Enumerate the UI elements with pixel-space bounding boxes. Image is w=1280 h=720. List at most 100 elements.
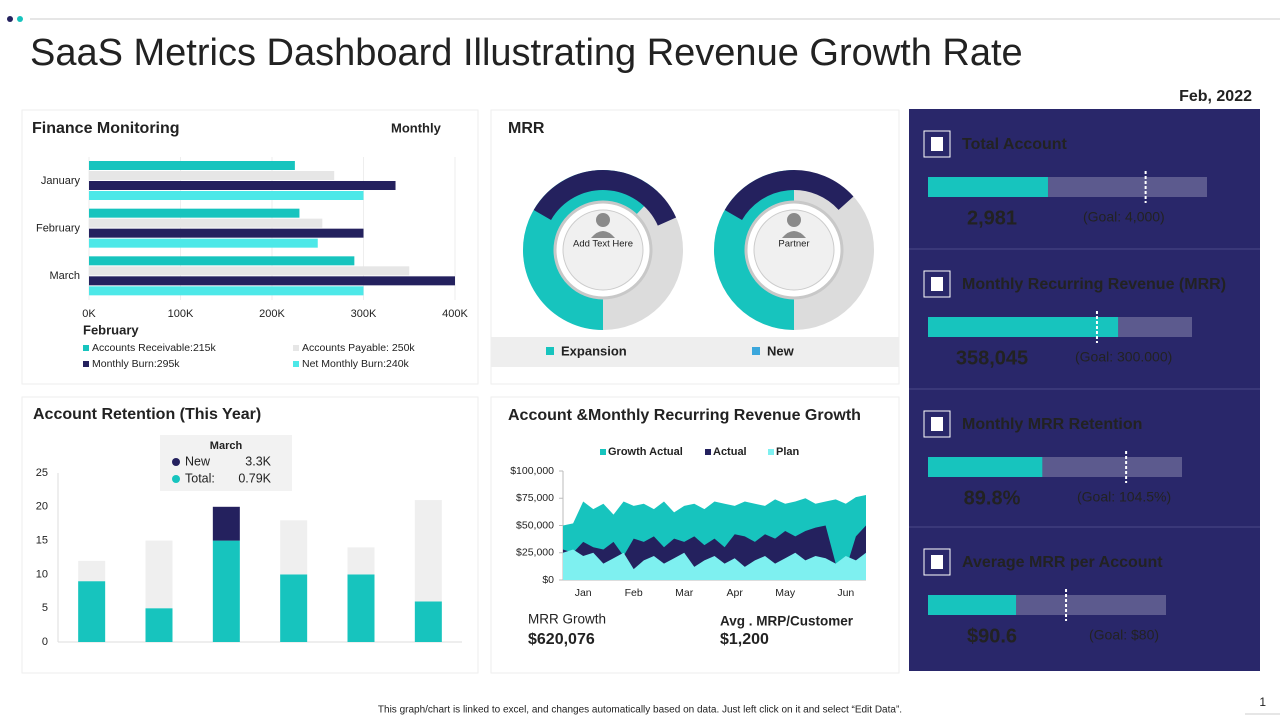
donut-label: Add Text Here [573,239,633,250]
y-tick-label: $25,000 [516,547,554,559]
icon [591,231,615,238]
kpi-fill [928,177,1048,197]
center-disc [562,209,644,291]
x-tick-label: Apr [727,587,744,599]
bar-segment [347,547,375,575]
legend-band [491,337,899,367]
legend-swatch [768,449,774,455]
donut-label: Partner [778,239,809,250]
y-tick-label: $50,000 [516,519,554,531]
x-tick-label: Jan [575,587,592,599]
bar [89,208,300,218]
legend-swatch [83,361,89,367]
y-tick-label: March [49,270,80,282]
y-tick-label: 25 [36,467,48,479]
bar [89,266,410,276]
stat-label: Avg . MRP/Customer [720,614,854,629]
legend-swatch [293,361,299,367]
kpi-icon [923,548,951,576]
kpi-panel [909,109,1260,671]
chart-title: Account &Monthly Recurring Revenue Growt… [508,407,861,424]
legend-swatch [83,345,89,351]
bar-segment [414,601,442,642]
y-tick-label: January [41,175,81,187]
legend-label: New [767,343,795,358]
kpi-value: $90.6 [967,625,1017,647]
bar [89,276,455,286]
kpi-icon [931,137,943,151]
kpi-fill [928,457,1043,477]
y-tick-label: $0 [542,574,554,586]
bar-segment [212,506,240,541]
date: Feb, 2022 [1179,88,1252,105]
kpi-icon [931,417,943,431]
kpi-value: 2,981 [967,207,1017,229]
y-tick-label: 15 [36,535,48,547]
chart-subtitle: Monthly [391,120,442,135]
x-tick-label: 200K [259,308,285,320]
page-title: SaaS Metrics Dashboard Illustrating Reve… [30,32,1023,74]
kpi-icon [931,277,943,291]
kpi-value: 358,045 [956,347,1028,369]
bar [89,191,364,200]
icon [787,213,801,227]
kpi-title: Monthly Recurring Revenue (MRR) [962,276,1226,293]
x-tick-label: 400K [442,308,468,320]
kpi-goal: (Goal: 104.5%) [1077,489,1171,505]
y-tick-label: 5 [42,602,48,614]
donut-arc [724,170,854,221]
kpi-icon [923,270,951,298]
tooltip-title: March [210,440,243,452]
tooltip-box [160,435,292,491]
bar-segment [280,574,308,642]
x-tick-label: Feb [625,587,643,599]
x-tick-label: Mar [675,587,694,599]
bar [89,256,355,266]
y-tick-label: $100,000 [510,465,554,477]
chart-title: MRR [508,120,545,137]
bar [89,228,364,238]
bar [89,218,323,228]
tooltip-label: New [185,454,211,468]
bar-segment [145,608,173,642]
legend-label: Net Monthly Burn:240k [302,358,410,370]
legend-title: February [83,322,139,337]
chart-title: Finance Monitoring [32,120,180,137]
kpi-icon [923,130,951,158]
x-tick-label: 100K [168,308,194,320]
y-tick-label: 10 [36,568,48,580]
legend-swatch [546,347,554,355]
kpi-goal: (Goal: 300.000) [1075,349,1172,365]
legend-label: Monthly Burn:295k [92,358,180,370]
y-tick-label: February [36,223,81,235]
bar-segment [347,574,375,642]
page-number: 1 [1259,695,1266,709]
bar-segment [78,560,106,582]
tooltip-value: 3.3K [245,454,271,468]
kpi-goal: (Goal: $80) [1089,627,1159,643]
kpi-fill [928,595,1017,615]
x-tick-label: Jun [837,587,854,599]
y-tick-label: $75,000 [516,492,554,504]
legend-label: Expansion [561,343,627,358]
legend-label: Accounts Payable: 250k [302,342,415,354]
legend-swatch [752,347,760,355]
kpi-value: 89.8% [964,487,1021,509]
kpi-icon [931,555,943,569]
legend-label: Accounts Receivable:215k [92,342,216,354]
bar-segment [145,540,173,609]
tooltip-dot [172,475,180,483]
tooltip-value: 0.79K [238,471,271,485]
chart-title: Account Retention (This Year) [33,406,261,423]
x-tick-label: May [775,587,796,599]
dot [17,16,23,22]
bar-segment [414,500,442,602]
legend-swatch [705,449,711,455]
icon [782,231,806,238]
legend-label: Growth Actual [608,446,683,458]
kpi-title: Average MRR per Account [962,554,1163,571]
legend-swatch [600,449,606,455]
legend-swatch [293,345,299,351]
kpi-title: Total Account [962,136,1068,153]
